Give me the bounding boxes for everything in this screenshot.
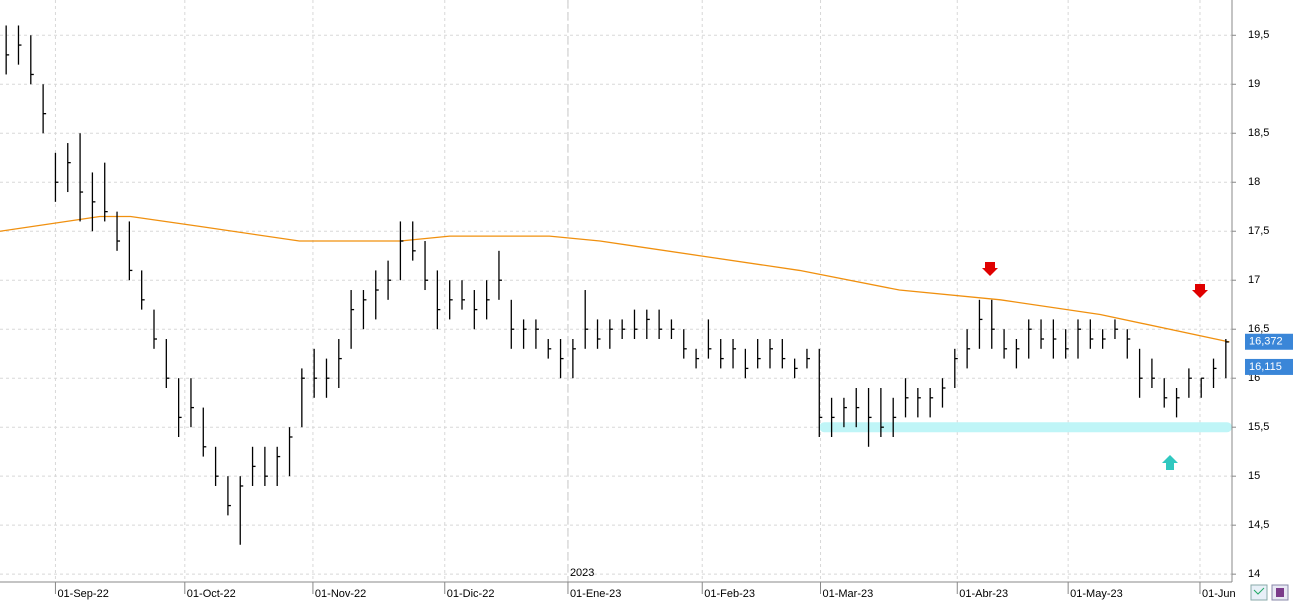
price-label: 16,372 xyxy=(1249,336,1283,348)
y-tick-label: 15,5 xyxy=(1248,421,1269,433)
y-tick-label: 19 xyxy=(1248,78,1260,90)
buy-arrow xyxy=(1162,455,1178,470)
year-label: 2023 xyxy=(570,567,594,579)
sell-arrow xyxy=(982,262,998,276)
y-tick-label: 18 xyxy=(1248,176,1260,188)
save-icon xyxy=(1276,588,1284,597)
x-tick-label: 01-Feb-23 xyxy=(704,588,755,600)
y-tick-label: 17,5 xyxy=(1248,225,1269,237)
plot-area xyxy=(0,0,1232,582)
x-tick-label: 01-Jun xyxy=(1202,588,1236,600)
scroll-icon xyxy=(1253,587,1265,595)
x-tick-label: 01-May-23 xyxy=(1070,588,1123,600)
x-tick-label: 01-Abr-23 xyxy=(959,588,1008,600)
price-label-box xyxy=(1245,358,1293,375)
y-tick-label: 19,5 xyxy=(1248,29,1269,41)
x-tick-label: 01-Oct-22 xyxy=(187,588,236,600)
x-tick-label: 01-Sep-22 xyxy=(57,588,108,600)
x-tick-label: 01-Ene-23 xyxy=(570,588,621,600)
price-label: 16,115 xyxy=(1249,361,1282,373)
y-tick-label: 14 xyxy=(1248,568,1260,580)
y-tick-label: 16 xyxy=(1248,372,1260,384)
x-tick-label: 01-Mar-23 xyxy=(823,588,874,600)
y-tick-label: 15 xyxy=(1248,470,1260,482)
y-tick-label: 14,5 xyxy=(1248,519,1269,531)
y-tick-label: 16,5 xyxy=(1248,323,1269,335)
moving-average xyxy=(0,215,1230,343)
y-tick-label: 18,5 xyxy=(1248,127,1269,139)
y-tick-label: 17 xyxy=(1248,274,1260,286)
x-tick-label: 01-Dic-22 xyxy=(447,588,495,600)
sell-arrow xyxy=(1192,284,1208,298)
price-label-box xyxy=(1245,333,1293,350)
support-band xyxy=(819,422,1232,433)
x-tick-label: 01-Nov-22 xyxy=(315,588,366,600)
